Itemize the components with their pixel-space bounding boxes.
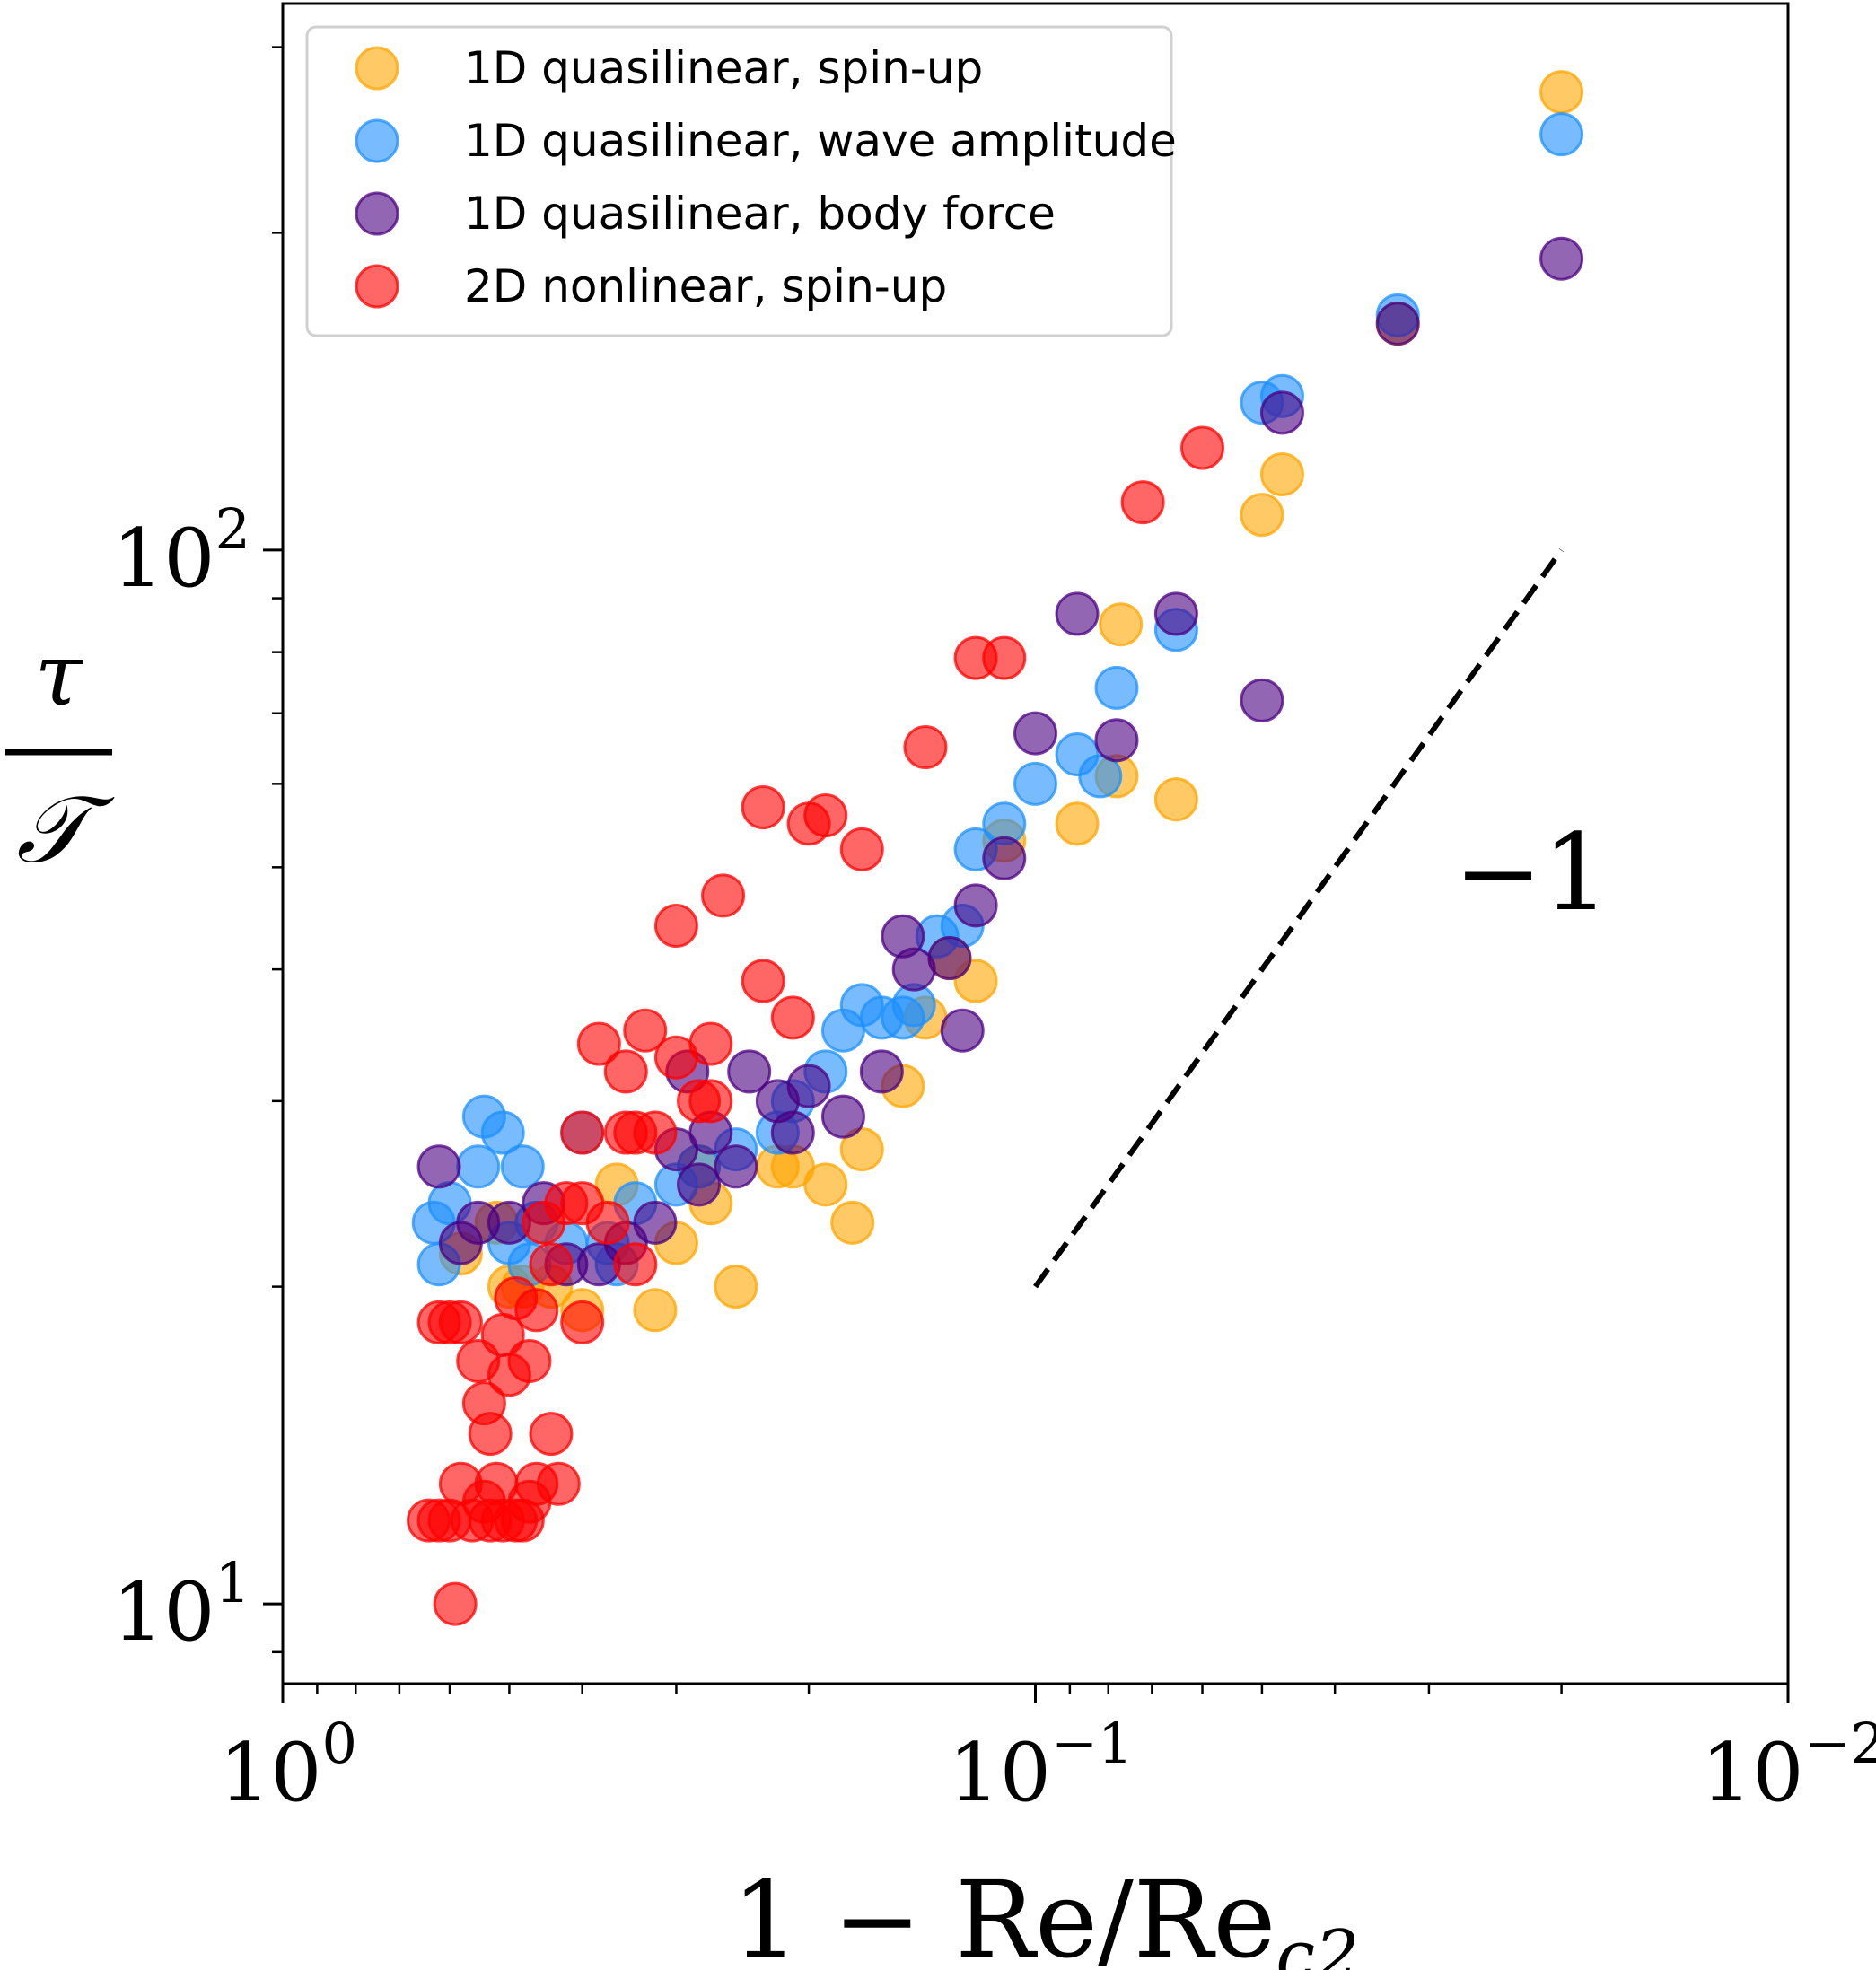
data-point-series-1 — [1539, 70, 1584, 115]
data-point-series-3 — [1094, 718, 1139, 763]
x-tick-label: 10−2 — [1701, 1711, 1876, 1820]
data-point-series-1 — [1153, 777, 1198, 822]
data-point-series-4 — [468, 1412, 513, 1457]
data-point-series-1 — [1055, 801, 1100, 846]
data-point-series-4 — [623, 1008, 668, 1053]
data-point-series-4 — [438, 1461, 483, 1506]
data-point-series-4 — [839, 827, 884, 871]
y-axis-label: τ 𝒯 — [5, 625, 115, 884]
x-tick-label: 10−1 — [949, 1711, 1134, 1820]
data-point-series-4 — [903, 725, 948, 770]
data-point-series-1 — [839, 1127, 884, 1172]
data-point-series-2 — [1013, 761, 1057, 806]
data-point-series-4 — [500, 1498, 545, 1543]
data-point-series-4 — [1120, 480, 1165, 525]
data-point-series-4 — [427, 1498, 472, 1543]
data-point-series-4 — [560, 1110, 605, 1155]
data-point-series-4 — [613, 1242, 658, 1287]
data-point-series-3 — [1013, 711, 1057, 756]
data-point-series-1 — [830, 1200, 875, 1245]
data-point-series-4 — [741, 785, 785, 830]
data-point-series-4 — [786, 801, 831, 846]
axes: 100 10−1 10−2 101 102 — [112, 2, 1876, 1820]
x-tick-label: 100 — [219, 1711, 357, 1820]
reference-slope-label: −1 — [1454, 810, 1610, 934]
data-point-series-4 — [433, 1581, 478, 1626]
y-tick-label: 101 — [112, 1550, 250, 1659]
data-point-series-4 — [529, 1242, 574, 1287]
data-point-series-3 — [881, 914, 925, 959]
y-axis-label-denominator: 𝒯 — [16, 775, 115, 884]
data-point-series-4 — [416, 1300, 461, 1344]
legend-label-1: 1D quasilinear, spin-up — [464, 42, 983, 94]
data-point-series-3 — [1055, 591, 1100, 636]
legend-box — [305, 25, 1173, 337]
x-axis-label: 1 − Re/Rec2 — [732, 1858, 1359, 1970]
data-point-series-4 — [522, 1200, 566, 1245]
legend-label-4: 2D nonlinear, spin-up — [464, 260, 947, 312]
data-point-series-3 — [1375, 302, 1420, 346]
data-point-series-3 — [1539, 236, 1584, 281]
data-point-series-4 — [585, 1200, 630, 1245]
legend: 1D quasilinear, spin-up 1D quasilinear, w… — [305, 25, 1177, 337]
data-point-series-3 — [1153, 591, 1198, 636]
data-point-series-3 — [770, 1110, 815, 1155]
data-point-series-4 — [536, 1461, 581, 1506]
legend-marker-3 — [355, 191, 399, 236]
data-point-series-4 — [456, 1338, 501, 1383]
legend-marker-4 — [355, 264, 399, 309]
data-point-series-4 — [701, 873, 746, 918]
reference-slope-line — [1033, 548, 1565, 1289]
data-point-series-2 — [500, 1144, 545, 1189]
data-point-series-3 — [859, 1049, 904, 1094]
data-point-series-2 — [461, 1094, 506, 1139]
data-point-series-3 — [820, 1094, 865, 1139]
data-point-series-1 — [1099, 602, 1144, 647]
data-point-series-4 — [603, 1049, 648, 1094]
data-point-series-2 — [1094, 665, 1139, 710]
data-point-series-4 — [770, 995, 815, 1040]
legend-marker-1 — [355, 46, 399, 91]
data-point-series-4 — [1180, 425, 1225, 470]
data-point-series-3 — [438, 1221, 483, 1265]
legend-marker-2 — [355, 118, 399, 163]
x-axis-label-main: 1 − Re/Re — [732, 1858, 1276, 1970]
y-axis-label-numerator: τ — [34, 625, 83, 725]
legend-label-3: 1D quasilinear, body force — [464, 188, 1056, 240]
data-point-series-3 — [677, 1162, 722, 1207]
data-point-series-3 — [940, 1008, 985, 1053]
data-point-series-4 — [688, 1021, 733, 1066]
data-point-series-4 — [953, 635, 998, 680]
data-point-series-2 — [456, 1144, 501, 1189]
y-tick-label: 102 — [112, 496, 250, 606]
data-point-series-1 — [714, 1265, 758, 1309]
data-point-series-3 — [727, 1049, 772, 1094]
data-point-series-3 — [953, 883, 998, 928]
data-point-series-4 — [688, 1079, 733, 1124]
data-point-series-2 — [820, 1008, 865, 1053]
legend-label-2: 1D quasilinear, wave amplitude — [464, 115, 1177, 167]
data-point-series-4 — [741, 959, 785, 1003]
data-point-series-4 — [653, 904, 698, 949]
data-points — [407, 70, 1584, 1626]
data-point-series-4 — [633, 1110, 678, 1155]
data-point-series-2 — [1078, 754, 1123, 799]
x-axis-label-subscript: c2 — [1276, 1916, 1359, 1970]
data-point-series-4 — [494, 1276, 539, 1321]
data-point-series-3 — [416, 1144, 461, 1189]
data-point-series-2 — [1539, 112, 1584, 157]
data-point-series-4 — [560, 1300, 605, 1344]
data-point-series-1 — [633, 1288, 678, 1333]
data-point-series-1 — [1240, 493, 1284, 538]
data-point-series-4 — [576, 1021, 621, 1066]
data-point-series-3 — [1240, 678, 1284, 722]
data-point-series-3 — [1259, 390, 1304, 435]
data-point-series-4 — [529, 1412, 574, 1457]
data-point-series-3 — [982, 836, 1027, 880]
data-point-series-3 — [714, 1144, 758, 1189]
reference-line-group: −1 — [1033, 548, 1610, 1289]
data-point-series-1 — [1259, 451, 1304, 496]
